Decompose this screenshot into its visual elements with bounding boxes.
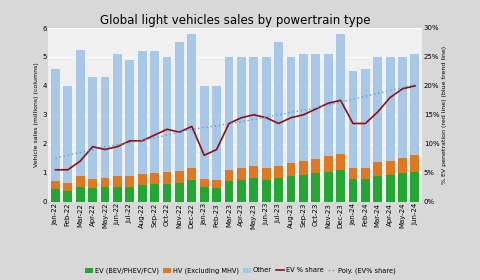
- Bar: [262, 57, 271, 168]
- Bar: [225, 170, 233, 181]
- Bar: [51, 69, 60, 181]
- Bar: [88, 77, 97, 179]
- Bar: [249, 166, 258, 178]
- Bar: [200, 86, 209, 179]
- Bar: [125, 60, 134, 176]
- Bar: [237, 168, 246, 180]
- Bar: [287, 57, 296, 163]
- Bar: [312, 54, 320, 159]
- Bar: [212, 188, 221, 202]
- Bar: [299, 161, 308, 175]
- Bar: [150, 173, 159, 184]
- Bar: [63, 86, 72, 183]
- Bar: [398, 173, 407, 202]
- Bar: [150, 184, 159, 202]
- Bar: [63, 192, 72, 202]
- Bar: [249, 178, 258, 202]
- Bar: [361, 69, 370, 168]
- Y-axis label: % EV penetration (red line) (blue trend line): % EV penetration (red line) (blue trend …: [442, 46, 447, 184]
- Bar: [348, 168, 358, 179]
- Bar: [274, 178, 283, 202]
- Bar: [163, 184, 171, 202]
- Bar: [373, 176, 382, 202]
- Bar: [225, 181, 233, 202]
- Bar: [76, 186, 84, 202]
- Bar: [348, 179, 358, 202]
- Bar: [262, 168, 271, 180]
- Bar: [187, 180, 196, 202]
- Bar: [386, 175, 395, 202]
- Bar: [125, 176, 134, 186]
- Y-axis label: Vehicle sales (millions) (columns): Vehicle sales (millions) (columns): [35, 62, 39, 167]
- Bar: [175, 183, 184, 202]
- Bar: [373, 57, 382, 162]
- Bar: [76, 176, 84, 186]
- Bar: [361, 179, 370, 202]
- Bar: [138, 174, 147, 185]
- Bar: [386, 57, 395, 161]
- Bar: [101, 77, 109, 178]
- Bar: [299, 54, 308, 161]
- Bar: [187, 34, 196, 168]
- Bar: [175, 171, 184, 183]
- Bar: [324, 172, 333, 202]
- Bar: [138, 185, 147, 202]
- Bar: [336, 170, 345, 202]
- Bar: [410, 172, 420, 202]
- Bar: [200, 187, 209, 202]
- Bar: [398, 57, 407, 158]
- Bar: [88, 179, 97, 188]
- Bar: [150, 51, 159, 173]
- Bar: [187, 168, 196, 180]
- Bar: [274, 166, 283, 178]
- Title: Global light vehicles sales by powertrain type: Global light vehicles sales by powertrai…: [100, 14, 371, 27]
- Bar: [225, 57, 233, 170]
- Bar: [336, 153, 345, 170]
- Bar: [163, 172, 171, 184]
- Bar: [237, 180, 246, 202]
- Bar: [101, 187, 109, 202]
- Bar: [125, 186, 134, 202]
- Bar: [249, 57, 258, 166]
- Bar: [361, 168, 370, 179]
- Bar: [88, 188, 97, 202]
- Bar: [138, 51, 147, 174]
- Bar: [299, 175, 308, 202]
- Bar: [336, 34, 345, 153]
- Bar: [63, 183, 72, 192]
- Bar: [410, 155, 420, 172]
- Bar: [76, 50, 84, 176]
- Bar: [312, 159, 320, 173]
- Bar: [113, 54, 122, 176]
- Bar: [312, 173, 320, 202]
- Bar: [274, 43, 283, 166]
- Bar: [163, 57, 171, 172]
- Bar: [51, 181, 60, 190]
- Bar: [101, 178, 109, 187]
- Bar: [324, 54, 333, 156]
- Bar: [398, 158, 407, 173]
- Legend: EV (BEV/PHEV/FCV), HV (Excluding MHV), Other, EV % share, Poly. (EV% share): EV (BEV/PHEV/FCV), HV (Excluding MHV), O…: [82, 265, 398, 277]
- Bar: [175, 43, 184, 171]
- Bar: [200, 179, 209, 187]
- Bar: [113, 186, 122, 202]
- Bar: [212, 86, 221, 179]
- Bar: [113, 176, 122, 186]
- Bar: [386, 161, 395, 175]
- Bar: [373, 162, 382, 176]
- Bar: [262, 180, 271, 202]
- Bar: [237, 57, 246, 168]
- Bar: [324, 156, 333, 172]
- Bar: [287, 163, 296, 176]
- Bar: [287, 176, 296, 202]
- Bar: [212, 179, 221, 188]
- Bar: [51, 190, 60, 202]
- Bar: [410, 54, 420, 155]
- Bar: [348, 71, 358, 168]
